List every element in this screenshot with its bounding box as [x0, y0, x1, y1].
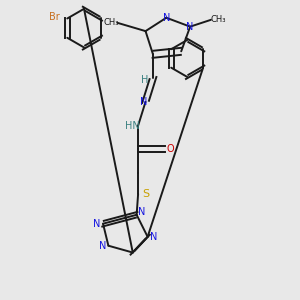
- Text: N: N: [186, 22, 194, 32]
- Text: N: N: [140, 97, 148, 107]
- Text: O: O: [167, 144, 174, 154]
- Text: N: N: [93, 219, 101, 229]
- Text: N: N: [163, 13, 170, 23]
- Text: Br: Br: [49, 12, 59, 22]
- Text: H: H: [141, 75, 148, 85]
- Text: N: N: [151, 232, 158, 242]
- Text: CH₃: CH₃: [211, 15, 226, 24]
- Text: CH₃: CH₃: [103, 18, 119, 27]
- Text: S: S: [142, 189, 149, 199]
- Text: N: N: [138, 207, 146, 218]
- Text: HN: HN: [125, 121, 140, 130]
- Text: N: N: [99, 241, 107, 251]
